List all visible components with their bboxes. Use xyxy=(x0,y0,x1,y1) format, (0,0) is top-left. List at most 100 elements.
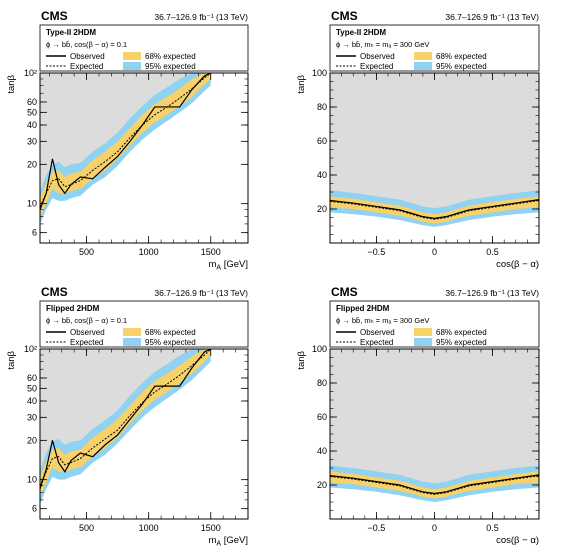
legend-process-label: ϕ → bb̄, cos(β − α) = 0.1 xyxy=(46,40,127,49)
legend-68-swatch xyxy=(123,328,141,336)
legend-68-label: 68% expected xyxy=(436,52,487,61)
excluded-region xyxy=(330,349,539,494)
band-95-expected xyxy=(330,465,539,502)
legend-model-title: Type-II 2HDM xyxy=(336,28,386,37)
legend-frame xyxy=(39,300,249,348)
legend-95-swatch xyxy=(123,62,141,70)
y-tick-label: 10 xyxy=(27,199,37,209)
observed-limit-line xyxy=(40,349,212,490)
y-axis-title: tanβ xyxy=(296,350,307,369)
luminosity-label: 36.7–126.9 fb⁻¹ (13 TeV) xyxy=(445,288,539,298)
legend-process-label: ϕ → bb̄, cos(β − α) = 0.1 xyxy=(46,316,127,325)
legend-frame xyxy=(329,300,540,348)
panel-3: CMS 36.7–126.9 fb⁻¹ (13 TeV) 500 1000 1500 6 1… xyxy=(6,285,249,548)
plot-area xyxy=(330,73,539,243)
y-axis: 20 40 60 80 100 xyxy=(312,344,539,520)
observed-limit-line xyxy=(330,474,539,495)
y-tick-label: 60 xyxy=(317,412,327,422)
plot-frame xyxy=(39,348,249,520)
legend-95-label: 95% expected xyxy=(436,338,487,347)
legend: Flipped 2HDM ϕ → bb̄, cos(β − α) = 0.1 Obs… xyxy=(39,300,249,348)
legend-68-label: 68% expected xyxy=(436,328,487,337)
x-tick-label: −0.5 xyxy=(368,523,386,533)
legend-process-label: ϕ → bb̄, mₕ = mₐ = 300 GeV xyxy=(336,40,429,49)
experiment-label: CMS xyxy=(41,285,68,299)
legend-68-swatch xyxy=(414,328,432,336)
legend-observed-label: Observed xyxy=(70,328,105,337)
expected-limit-line xyxy=(330,475,539,495)
observed-limit-line xyxy=(330,199,539,219)
x-axis-title-unit: [GeV] xyxy=(221,535,248,546)
legend-95-label: 95% expected xyxy=(145,338,196,347)
x-tick-label: −0.5 xyxy=(368,247,386,257)
y-tick-label: 6 xyxy=(32,504,37,514)
y-tick-label: 60 xyxy=(27,97,37,107)
legend-expected-label: Expected xyxy=(70,62,103,71)
y-tick-label: 60 xyxy=(317,136,327,146)
luminosity-label: 36.7–126.9 fb⁻¹ (13 TeV) xyxy=(154,288,248,298)
y-tick-label: 50 xyxy=(27,383,37,393)
x-tick-label: 0 xyxy=(432,523,437,533)
y-tick-label: 10² xyxy=(24,68,37,78)
y-tick-label: 30 xyxy=(27,136,37,146)
legend-95-label: 95% expected xyxy=(436,62,487,71)
legend: Type-II 2HDM ϕ → bb̄, cos(β − α) = 0.1 Obs… xyxy=(39,24,249,72)
x-tick-label: 500 xyxy=(79,523,94,533)
x-axis: −0.5 0 0.5 xyxy=(329,73,540,257)
y-tick-label: 10² xyxy=(24,344,37,354)
x-axis-title: cos(β − α) xyxy=(496,535,539,546)
y-tick-label: 40 xyxy=(27,396,37,406)
x-axis-title-sub: A xyxy=(216,541,221,548)
band-95-expected xyxy=(330,190,539,227)
panel-1: CMS 36.7–126.9 fb⁻¹ (13 TeV) 500 1000 1500 6 1… xyxy=(6,9,249,272)
x-tick-label: 500 xyxy=(79,247,94,257)
y-axis-title: tanβ xyxy=(6,74,17,93)
legend-95-swatch xyxy=(414,62,432,70)
x-tick-label: 1000 xyxy=(139,247,159,257)
x-tick-label: 0.5 xyxy=(486,523,499,533)
legend-95-swatch xyxy=(414,338,432,346)
luminosity-label: 36.7–126.9 fb⁻¹ (13 TeV) xyxy=(445,12,539,22)
x-axis: 500 1000 1500 xyxy=(49,349,249,533)
y-tick-label: 40 xyxy=(317,446,327,456)
legend-68-swatch xyxy=(123,52,141,60)
legend-95-swatch xyxy=(123,338,141,346)
legend-frame xyxy=(329,24,540,72)
panel-2: CMS 36.7–126.9 fb⁻¹ (13 TeV) −0.5 0 0.5 20 40 6… xyxy=(296,9,540,270)
legend-model-title: Type-II 2HDM xyxy=(46,28,96,37)
legend: Type-II 2HDM ϕ → bb̄, mₕ = mₐ = 300 GeV Ob… xyxy=(329,24,540,72)
y-axis: 20 40 60 80 100 xyxy=(312,68,539,244)
x-axis: 500 1000 1500 xyxy=(49,73,249,257)
plot-area xyxy=(330,349,539,519)
band-68-expected xyxy=(330,471,539,499)
legend-frame xyxy=(39,24,249,72)
excluded-region xyxy=(330,73,539,219)
y-tick-label: 20 xyxy=(317,480,327,490)
y-tick-label: 50 xyxy=(27,107,37,117)
y-tick-label: 80 xyxy=(317,378,327,388)
y-axis-title: tanβ xyxy=(296,74,307,93)
legend-expected-label: Expected xyxy=(360,62,393,71)
x-axis-title: mA [GeV] xyxy=(208,259,248,272)
band-68-expected xyxy=(40,73,211,217)
x-axis-title-unit: [GeV] xyxy=(221,259,248,270)
observed-limit-line xyxy=(40,73,212,210)
experiment-label: CMS xyxy=(41,9,68,23)
legend-68-label: 68% expected xyxy=(145,52,196,61)
experiment-label: CMS xyxy=(331,9,358,23)
x-tick-label: 0.5 xyxy=(486,247,499,257)
legend-95-label: 95% expected xyxy=(145,62,196,71)
x-tick-label: 1500 xyxy=(201,247,221,257)
legend-68-swatch xyxy=(414,52,432,60)
legend-expected-label: Expected xyxy=(70,338,103,347)
legend-expected-label: Expected xyxy=(360,338,393,347)
y-tick-label: 80 xyxy=(317,102,327,112)
legend-model-title: Flipped 2HDM xyxy=(336,304,390,313)
legend-68-label: 68% expected xyxy=(145,328,196,337)
y-tick-label: 20 xyxy=(27,159,37,169)
legend-observed-label: Observed xyxy=(70,52,105,61)
y-tick-label: 6 xyxy=(32,228,37,238)
